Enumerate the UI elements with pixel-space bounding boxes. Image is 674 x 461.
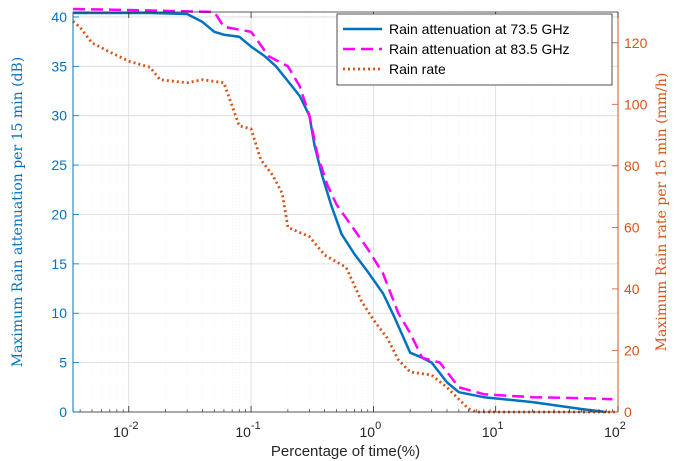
x-axis-title: Percentage of time(%): [271, 443, 420, 460]
left-y-tick-label-2: 10: [51, 305, 67, 321]
left-y-tick-label-3: 15: [51, 256, 67, 272]
left-y-axis-title: Maximum Rain attenuation per 15 min (dB): [10, 57, 26, 368]
legend-label-3: Rain rate: [389, 61, 446, 77]
legend-label-1: Rain attenuation at 73.5 GHz: [389, 21, 570, 37]
left-y-tick-label-1: 5: [59, 355, 67, 371]
right-y-tick-label-1: 20: [624, 342, 640, 358]
right-y-tick-label-2: 40: [624, 281, 640, 297]
right-y-tick-label-6: 120: [624, 35, 648, 51]
left-y-tick-label-8: 40: [51, 9, 67, 25]
right-y-tick-label-0: 0: [624, 404, 632, 420]
left-y-tick-label-4: 20: [51, 206, 67, 222]
left-y-tick-label-5: 25: [51, 157, 67, 173]
left-y-tick-label-0: 0: [59, 404, 67, 420]
right-y-axis-title: Maximum Rain rate per 15 min (mm/h): [654, 73, 670, 352]
legend: Rain attenuation at 73.5 GHz Rain attenua…: [337, 14, 612, 85]
left-y-tick-label-7: 35: [51, 58, 67, 74]
left-y-tick-label-6: 30: [51, 108, 67, 124]
right-y-tick-label-4: 80: [624, 158, 640, 174]
right-y-tick-label-5: 100: [624, 96, 648, 112]
legend-label-2: Rain attenuation at 83.5 GHz: [389, 41, 570, 57]
right-y-tick-label-3: 60: [624, 219, 640, 235]
